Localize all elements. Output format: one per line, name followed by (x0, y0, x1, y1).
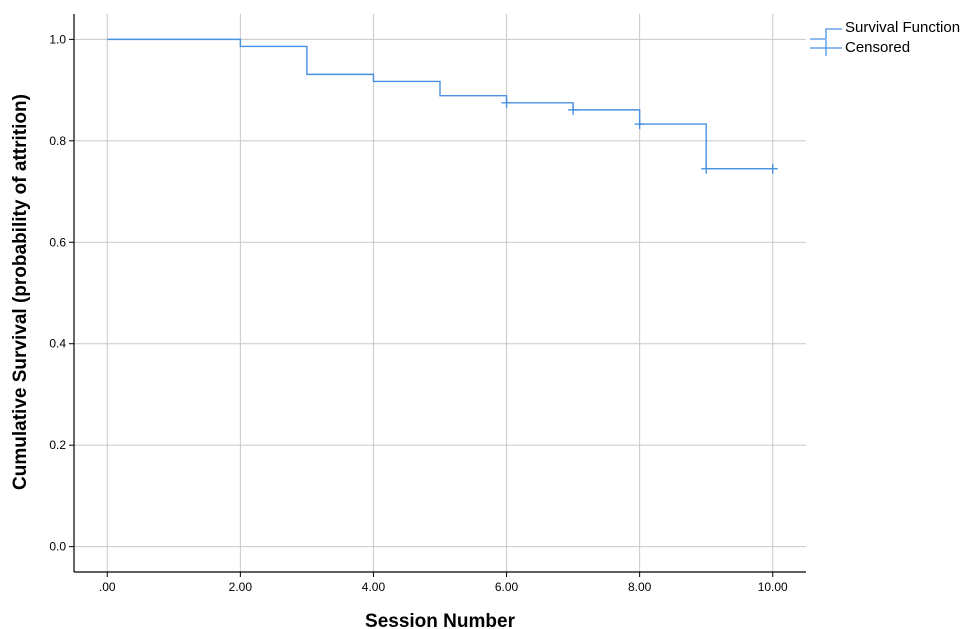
x-tick-label: .00 (99, 580, 116, 594)
y-tick-label: 0.0 (49, 540, 66, 554)
censored-marker (767, 163, 778, 174)
y-tick-label: 0.6 (49, 235, 66, 249)
axes (73, 14, 806, 573)
censored-marker (501, 97, 512, 108)
survival-function-line (107, 38, 773, 170)
x-axis-title: Session Number (365, 611, 516, 629)
x-tick-label: 2.00 (229, 580, 253, 594)
legend-step-icon (810, 28, 842, 40)
legend-item-censored: Censored (810, 39, 910, 56)
x-tick-label: 6.00 (495, 580, 519, 594)
x-tick-label: 4.00 (362, 580, 386, 594)
x-tick-label: 8.00 (628, 580, 652, 594)
y-tick-label: 1.0 (49, 32, 66, 46)
x-tick-label: 10.00 (758, 580, 788, 594)
censored-marker (568, 104, 579, 115)
y-axis-title: Cumulative Survival (probability of attr… (10, 94, 31, 490)
series-group (107, 38, 778, 174)
y-tick-label: 0.4 (49, 337, 66, 351)
censored-marker (701, 163, 712, 174)
legend-label-censored: Censored (845, 39, 910, 56)
grid-lines (74, 14, 806, 572)
y-tick-label: 0.8 (49, 134, 66, 148)
legend-label-survival: Survival Function (845, 19, 960, 36)
legend-item-survival: Survival Function (810, 19, 960, 40)
censored-marker (634, 119, 645, 130)
legend: Survival Function Censored (810, 19, 960, 56)
y-tick-labels: 0.0 0.2 0.4 0.6 0.8 1.0 (49, 32, 74, 554)
x-tick-labels: .00 2.00 4.00 6.00 8.00 10.00 (99, 572, 788, 594)
y-tick-label: 0.2 (49, 438, 66, 452)
